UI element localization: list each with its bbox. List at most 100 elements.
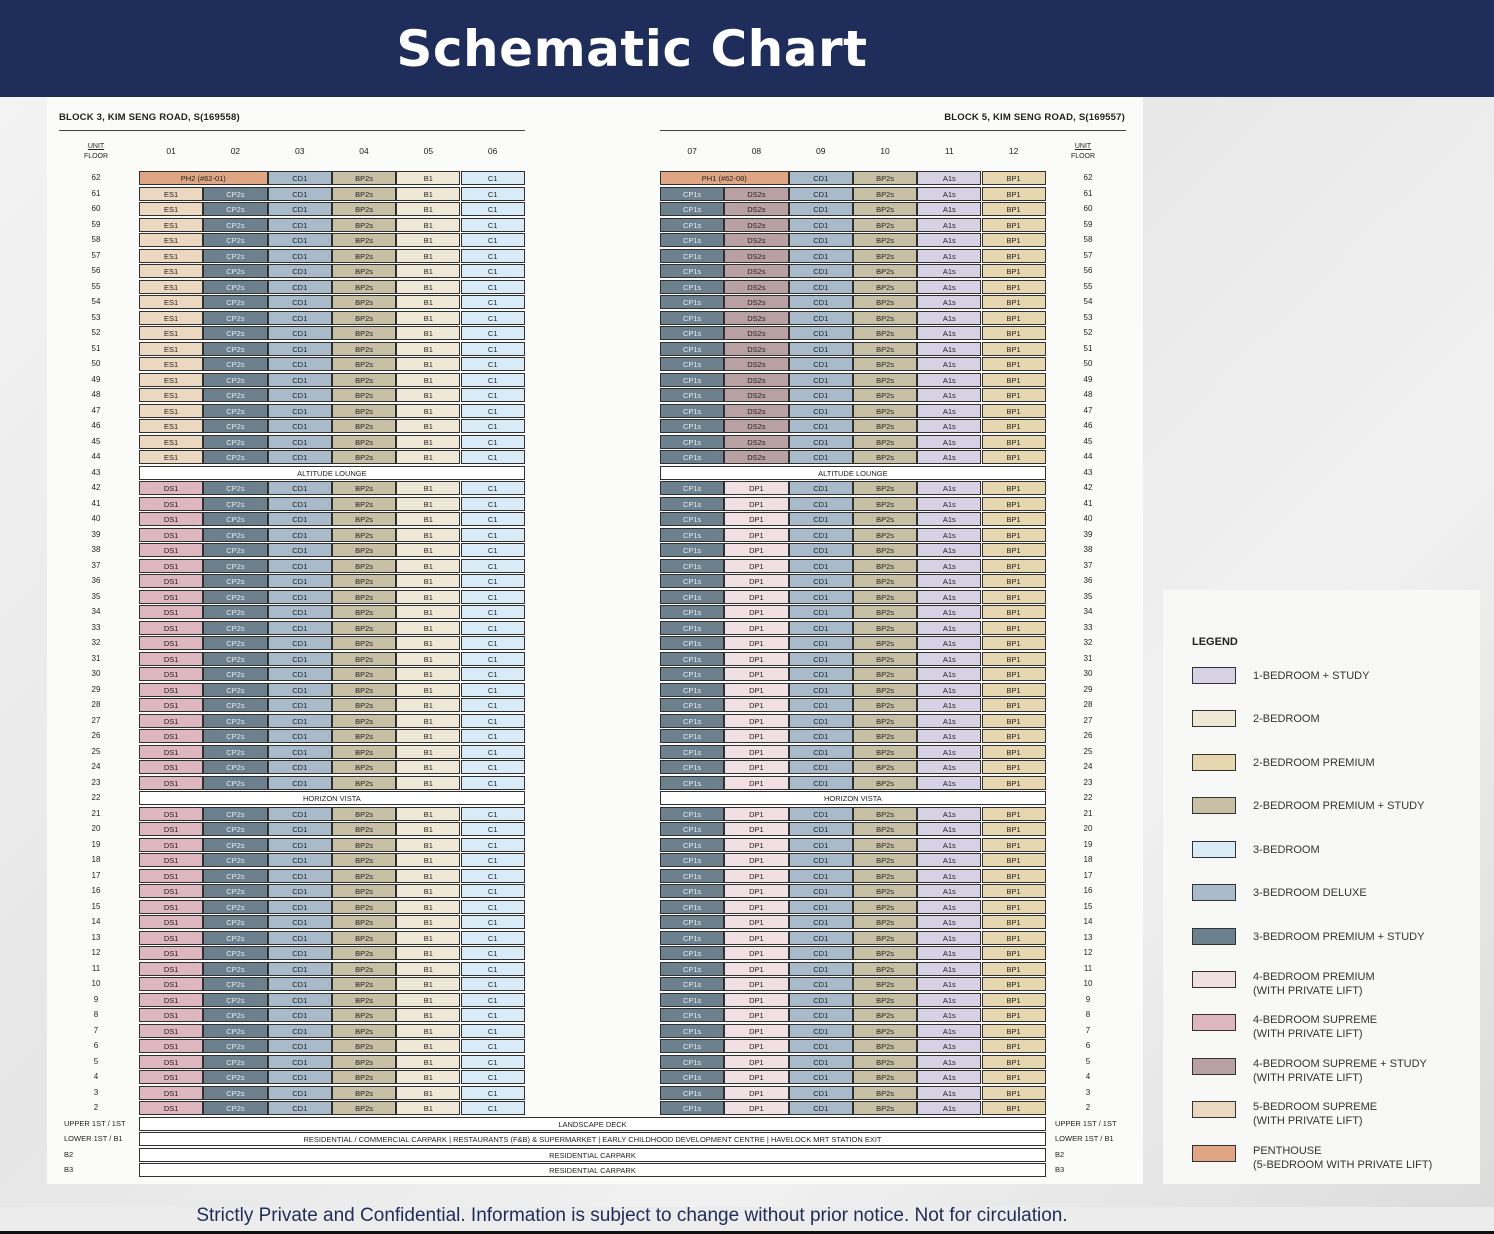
unit-cell: BP2s	[331, 279, 397, 294]
unit-cell: A1s	[917, 186, 982, 201]
unit-cell: ES1	[139, 388, 204, 402]
unit-cell: CP2s	[203, 279, 268, 294]
unit-cell: A1s	[917, 868, 982, 883]
unit-cell: DP1	[724, 930, 789, 945]
unit-cell: DS1	[139, 744, 204, 759]
floor-number: 61	[1083, 188, 1093, 198]
unit-cell: CP2s	[203, 1008, 268, 1022]
unit-cell: DS2s	[724, 217, 789, 232]
unit-cell: A1s	[917, 279, 982, 294]
unit-cell: A1s	[917, 698, 982, 712]
unit-cell: BP1	[981, 543, 1046, 557]
unit-cell: DP1	[724, 481, 789, 495]
floor-number: 58	[1083, 235, 1093, 244]
unit-cell: B1	[396, 171, 461, 185]
unit-cell: CD1	[788, 1008, 853, 1022]
unit-cell: CP2s	[203, 682, 268, 697]
unit-cell: ES1	[139, 419, 204, 433]
legend-label: 2-BEDROOM PREMIUM + STUDY	[1253, 800, 1425, 812]
unit-cell: B1	[396, 248, 461, 263]
unit-cell: BP1	[981, 450, 1046, 464]
unit-cell: CD1	[267, 481, 332, 495]
unit-cell: ES1	[139, 233, 204, 247]
unit-cell: B1	[396, 543, 461, 557]
unit-cell: BP1	[981, 992, 1046, 1007]
floor-number: 19	[1083, 839, 1093, 849]
unit-cell: C1	[460, 806, 525, 821]
unit-cell: BP2s	[852, 310, 918, 325]
unit-cell: CP2s	[203, 388, 268, 402]
unit-cell: ES1	[139, 403, 204, 418]
unit-cell: CD1	[267, 884, 332, 898]
unit-cell: DS1	[139, 946, 204, 960]
unit-cell: CP2s	[203, 558, 268, 573]
floor-number: 22	[1083, 793, 1093, 802]
unit-cell: CP1s	[660, 558, 725, 573]
unit-cell: BP2s	[852, 837, 918, 852]
unit-cell: BP2s	[852, 713, 918, 728]
unit-cell: CD1	[788, 682, 853, 697]
unit-cell: C1	[460, 434, 525, 449]
unit-cell: DS1	[139, 558, 204, 573]
unit-cell: B1	[396, 403, 461, 418]
unit-cell: A1s	[917, 744, 982, 759]
unit-cell: CD1	[267, 667, 332, 681]
unit-cell: C1	[460, 202, 525, 216]
unit-cell: CD1	[267, 388, 332, 402]
unit-cell: CP1s	[660, 512, 725, 526]
unit-cell: CD1	[788, 620, 853, 635]
unit-cell: CD1	[267, 419, 332, 433]
floor-number: 31	[91, 653, 101, 663]
unit-cell: CP1s	[660, 543, 725, 557]
unit-cell: ES1	[139, 248, 204, 263]
unit-cell: BP2s	[331, 171, 397, 185]
unit-cell: BP2s	[331, 326, 397, 340]
unit-cell: A1s	[917, 419, 982, 433]
amenity-band: ALTITUDE LOUNGE	[139, 465, 525, 480]
unit-cell: DS1	[139, 915, 204, 929]
floor-number: 58	[91, 235, 101, 244]
unit-cell: CD1	[788, 248, 853, 263]
floor-number: 46	[1083, 421, 1093, 430]
unit-cell: CD1	[267, 605, 332, 619]
unit-cell: BP2s	[331, 729, 397, 743]
unit-cell: CP2s	[203, 961, 268, 976]
unit-cell: CD1	[788, 1039, 853, 1053]
legend-swatch	[1192, 1145, 1236, 1162]
unit-cell: A1s	[917, 543, 982, 557]
unit-cell: CD1	[267, 357, 332, 371]
unit-cell: DP1	[724, 884, 789, 898]
floor-number: 11	[91, 963, 101, 973]
unit-cell: A1s	[917, 822, 982, 836]
floor-number: 59	[1083, 219, 1093, 229]
unit-cell: CD1	[788, 713, 853, 728]
floor-number: 56	[1083, 266, 1093, 275]
floor-number: 41	[1083, 498, 1093, 508]
unit-cell: C1	[460, 636, 525, 650]
floor-number: 2	[93, 1103, 99, 1112]
unit-cell: ES1	[139, 450, 204, 464]
unit-cell: CP1s	[660, 1008, 725, 1022]
unit-cell: CD1	[267, 915, 332, 929]
unit-cell: C1	[460, 760, 525, 774]
unit-cell: CD1	[267, 775, 332, 790]
unit-cell: C1	[460, 682, 525, 697]
unit-cell: B1	[396, 605, 461, 619]
unit-cell: CD1	[788, 1085, 853, 1100]
unit-cell: BP1	[981, 186, 1046, 201]
unit-cell: CP2s	[203, 915, 268, 929]
block-3-title: BLOCK 3, KIM SENG ROAD, S(169558)	[59, 112, 240, 123]
unit-cell: CP1s	[660, 217, 725, 232]
unit-cell: C1	[460, 574, 525, 588]
legend-swatch	[1192, 797, 1236, 814]
base-level-label: UPPER 1ST / 1ST	[1055, 1118, 1117, 1128]
unit-cell: BP2s	[331, 496, 397, 511]
unit-cell: C1	[460, 961, 525, 976]
floor-number: 51	[1083, 343, 1093, 353]
floor-number: 5	[1085, 1056, 1091, 1066]
legend-label: 4-BEDROOM PREMIUM (WITH PRIVATE LIFT)	[1253, 971, 1375, 997]
unit-cell: C1	[460, 171, 525, 185]
unit-cell: CP2s	[203, 1023, 268, 1038]
legend-swatch	[1192, 710, 1236, 727]
unit-cell: CD1	[788, 884, 853, 898]
